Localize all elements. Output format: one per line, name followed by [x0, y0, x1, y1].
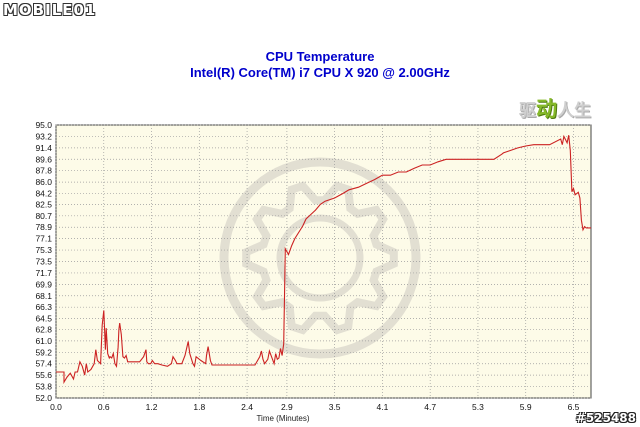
y-tick-label: 95.0 — [35, 120, 52, 130]
mobile01-logo: MOBILE01 — [3, 1, 97, 19]
y-tick-label: 57.4 — [35, 359, 52, 369]
y-tick-label: 78.9 — [35, 222, 52, 232]
gear-watermark-icon — [219, 157, 421, 359]
y-tick-label: 75.3 — [35, 245, 52, 255]
y-tick-label: 86.0 — [35, 177, 52, 187]
image-code-watermark: #525488 — [575, 411, 636, 425]
y-tick-label: 59.2 — [35, 347, 52, 357]
x-tick-label: 1.8 — [193, 402, 205, 412]
y-tick-label: 64.5 — [35, 314, 52, 324]
y-tick-labels: 95.093.2 91.489.6 87.886.0 84.282.5 80.778.9… — [35, 120, 52, 403]
qudongrensheng-badge: 驱动人生 — [519, 97, 591, 121]
x-tick-label: 5.9 — [520, 402, 532, 412]
y-tick-label: 68.1 — [35, 291, 52, 301]
x-tick-label: 4.7 — [424, 402, 436, 412]
gear-hub — [276, 214, 364, 302]
x-tick-label: 2.4 — [241, 402, 253, 412]
x-tick-label: 3.5 — [329, 402, 341, 412]
series-line-cpu-temperature — [56, 134, 591, 385]
y-tick-label: 82.5 — [35, 199, 52, 209]
gear-teeth — [242, 181, 398, 335]
x-tick-label: 4.1 — [376, 402, 388, 412]
x-axis-label: Time (Minutes) — [256, 414, 309, 423]
gear-outer-ring — [219, 157, 421, 359]
y-tick-label: 69.9 — [35, 279, 52, 289]
y-tick-label: 77.1 — [35, 234, 52, 244]
y-tick-label: 52.0 — [35, 393, 52, 403]
x-tick-label: 1.2 — [146, 402, 158, 412]
y-tick-label: 84.2 — [35, 189, 52, 199]
x-gridlines — [55, 125, 574, 398]
x-tick-label: 5.3 — [472, 402, 484, 412]
x-tick-label: 6.5 — [568, 402, 580, 412]
y-tick-label: 55.6 — [35, 370, 52, 380]
x-tick-label: 0.6 — [98, 402, 110, 412]
y-tick-label: 80.7 — [35, 211, 52, 221]
chart-title: CPU Temperature — [266, 49, 375, 64]
x-tick-label: 2.9 — [281, 402, 293, 412]
chart-subtitle: Intel(R) Core(TM) i7 CPU X 920 @ 2.00GHz — [190, 65, 450, 80]
y-tick-label: 87.8 — [35, 166, 52, 176]
x-tick-labels: 0.0 0.6 1.2 1.8 2.4 2.9 3.5 4.1 4.7 5.3 5.9 6.5 — [50, 402, 580, 412]
y-tick-label: 93.2 — [35, 131, 52, 141]
y-tick-label: 53.8 — [35, 382, 52, 392]
y-tick-label: 61.0 — [35, 336, 52, 346]
y-tick-label: 91.4 — [35, 143, 52, 153]
y-tick-label: 71.7 — [35, 268, 52, 278]
y-tick-label: 66.3 — [35, 302, 52, 312]
y-tick-label: 73.5 — [35, 257, 52, 267]
x-tick-label: 0.0 — [50, 402, 62, 412]
y-tick-label: 62.8 — [35, 324, 52, 334]
y-tick-label: 89.6 — [35, 154, 52, 164]
y-gridlines — [56, 124, 591, 399]
